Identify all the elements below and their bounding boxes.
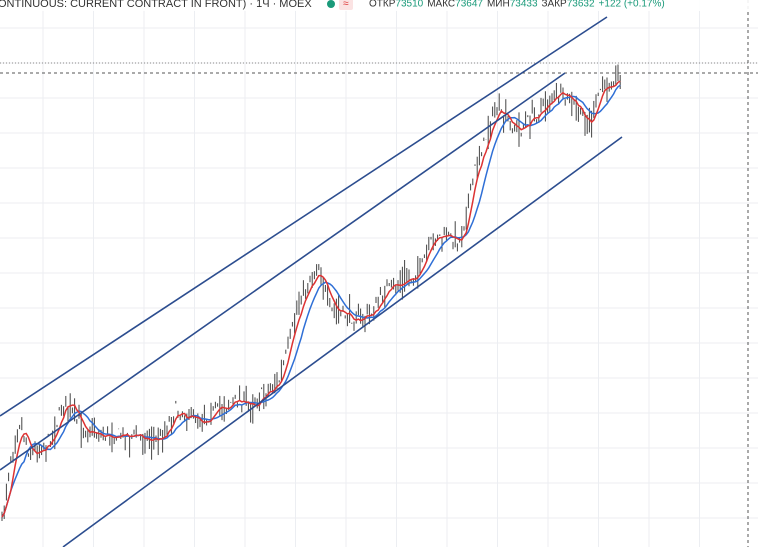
price-bars <box>1 64 621 521</box>
ohlc-value: 73647 <box>455 0 483 10</box>
indicator-icon-text: ≈ <box>343 0 349 10</box>
moving-average <box>1 84 621 518</box>
ohlc-label: МИН <box>487 0 510 10</box>
channel <box>0 16 623 547</box>
ohlc-value: 73632 <box>567 0 595 10</box>
ohlc-label: ЗАКР <box>542 0 568 10</box>
ohlc-label: ОТКР <box>369 0 396 10</box>
symbol-title[interactable]: ONTINUOUS: CURRENT CONTRACT IN FRONT) · … <box>0 0 312 10</box>
ohlc: ОТКР 73510 МАКС 73647 МИН 73433 ЗАКР 73632 +122 … <box>369 0 665 10</box>
status-dot[interactable] <box>327 0 335 8</box>
moving-average <box>1 80 621 518</box>
channel-line <box>0 16 608 417</box>
price-change: +122 (+0.17%) <box>599 0 665 10</box>
header-bg <box>0 0 758 11</box>
indicator-icon[interactable] <box>339 0 353 10</box>
channel-line <box>62 136 623 547</box>
channel-line <box>0 72 566 471</box>
ohlc-value: 73510 <box>395 0 423 10</box>
ohlc-value: 73433 <box>510 0 538 10</box>
ohlc-label: МАКС <box>427 0 455 10</box>
